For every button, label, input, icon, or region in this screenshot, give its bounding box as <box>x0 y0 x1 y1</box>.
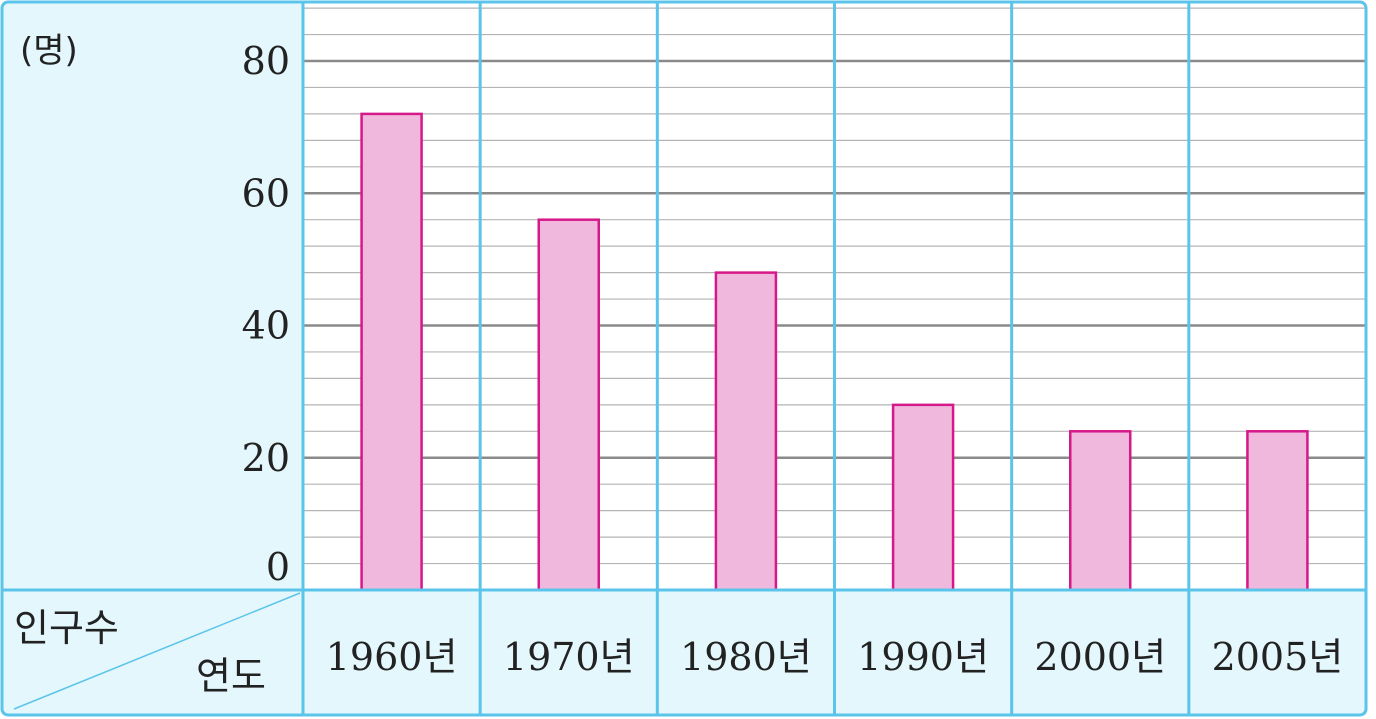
bar-1960년 <box>360 112 423 592</box>
unit-label: (명) <box>20 31 78 71</box>
bar-1990년 <box>891 403 955 592</box>
y-tick-labels: 0 20 40 60 80 <box>242 39 290 589</box>
y-tick-label: 40 <box>242 304 290 348</box>
row-header-year: 연도 <box>196 654 266 698</box>
bars <box>360 112 1309 592</box>
category-label: 2005년 <box>1212 635 1344 679</box>
category-labels: 1960년 1970년 1980년 1990년 2000년 2005년 <box>326 635 1344 679</box>
y-tick-label: 80 <box>242 39 290 83</box>
row-header-population: 인구수 <box>14 606 119 650</box>
category-label: 2000년 <box>1034 635 1166 679</box>
column-separators <box>301 2 1191 715</box>
bar-1970년 <box>537 218 600 592</box>
category-label: 1980년 <box>680 635 812 679</box>
y-tick-label: 60 <box>242 171 290 215</box>
row-header-diagonal <box>13 592 301 710</box>
y-tick-label: 0 <box>266 545 290 589</box>
y-tick-label: 20 <box>242 436 290 480</box>
category-label: 1970년 <box>503 635 635 679</box>
category-label: 1960년 <box>326 635 458 679</box>
category-label: 1990년 <box>857 635 989 679</box>
category-row-panel <box>2 590 1366 715</box>
bar-2005년 <box>1246 430 1309 592</box>
bar-1980년 <box>714 271 778 592</box>
y-axis-panel <box>2 2 303 590</box>
bar-2000년 <box>1069 430 1132 592</box>
